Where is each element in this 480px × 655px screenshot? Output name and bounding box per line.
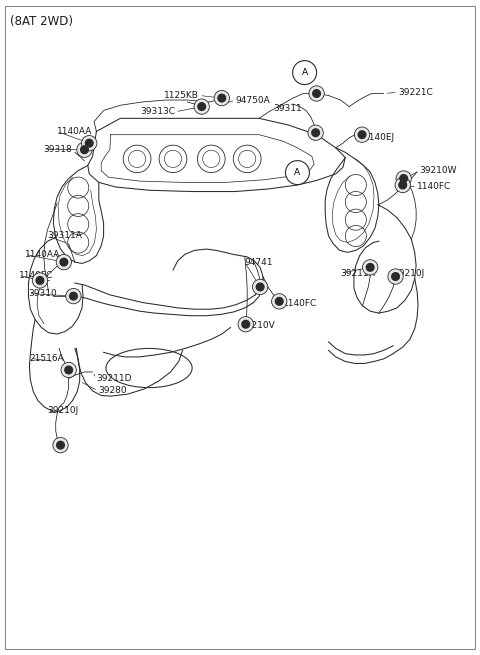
Text: 94741: 94741: [245, 257, 273, 267]
Text: 39311A: 39311A: [48, 231, 83, 240]
Text: 39211D: 39211D: [96, 374, 132, 383]
Circle shape: [313, 90, 321, 98]
Circle shape: [77, 142, 92, 157]
Circle shape: [85, 140, 93, 147]
Text: 39210V: 39210V: [240, 321, 275, 330]
Text: 39311: 39311: [274, 104, 302, 113]
Text: 1125KB: 1125KB: [165, 91, 199, 100]
Text: 1140FC: 1140FC: [417, 183, 451, 191]
Text: 39210J: 39210J: [393, 269, 424, 278]
Circle shape: [396, 171, 411, 186]
Circle shape: [61, 362, 76, 378]
Circle shape: [362, 259, 378, 275]
Text: (8AT 2WD): (8AT 2WD): [10, 15, 73, 28]
Circle shape: [354, 127, 370, 142]
Text: A: A: [301, 68, 308, 77]
Text: 39211H: 39211H: [340, 269, 376, 278]
Circle shape: [309, 86, 324, 101]
Circle shape: [366, 263, 374, 271]
Circle shape: [252, 279, 268, 295]
Circle shape: [392, 272, 399, 280]
Text: 39313C: 39313C: [140, 107, 175, 117]
Circle shape: [70, 292, 77, 300]
Circle shape: [399, 181, 407, 189]
Circle shape: [272, 293, 287, 309]
Circle shape: [395, 178, 410, 193]
Text: 39221C: 39221C: [398, 88, 432, 97]
Circle shape: [36, 276, 44, 284]
Circle shape: [32, 272, 48, 288]
Circle shape: [400, 175, 408, 182]
Text: 1140EJ: 1140EJ: [364, 134, 396, 142]
Text: 21516A: 21516A: [29, 354, 64, 363]
Circle shape: [57, 441, 64, 449]
Text: 39318: 39318: [43, 145, 72, 153]
Circle shape: [286, 160, 310, 185]
Circle shape: [60, 258, 68, 266]
Circle shape: [66, 288, 81, 304]
Circle shape: [214, 90, 229, 105]
Circle shape: [81, 146, 88, 153]
Circle shape: [238, 316, 253, 332]
Circle shape: [198, 103, 205, 111]
Circle shape: [256, 283, 264, 291]
Circle shape: [242, 320, 250, 328]
Text: 39280: 39280: [98, 386, 126, 396]
Text: 39310: 39310: [28, 289, 57, 298]
Text: 39210J: 39210J: [48, 406, 79, 415]
Circle shape: [65, 366, 72, 374]
Circle shape: [194, 99, 209, 114]
Text: 94750A: 94750A: [235, 96, 270, 105]
Circle shape: [293, 61, 317, 84]
Text: 39210W: 39210W: [420, 166, 457, 175]
Circle shape: [53, 438, 68, 453]
Circle shape: [56, 255, 72, 270]
Text: 1140FC: 1140FC: [283, 299, 317, 308]
Text: 1140AA: 1140AA: [24, 250, 60, 259]
Circle shape: [82, 136, 97, 151]
Circle shape: [312, 129, 320, 136]
Circle shape: [308, 125, 323, 140]
Text: 1140AA: 1140AA: [57, 127, 93, 136]
Circle shape: [358, 131, 366, 138]
Text: A: A: [294, 168, 300, 177]
Circle shape: [218, 94, 226, 102]
Circle shape: [276, 297, 283, 305]
Text: 1140FC: 1140FC: [19, 271, 53, 280]
Circle shape: [388, 269, 403, 284]
